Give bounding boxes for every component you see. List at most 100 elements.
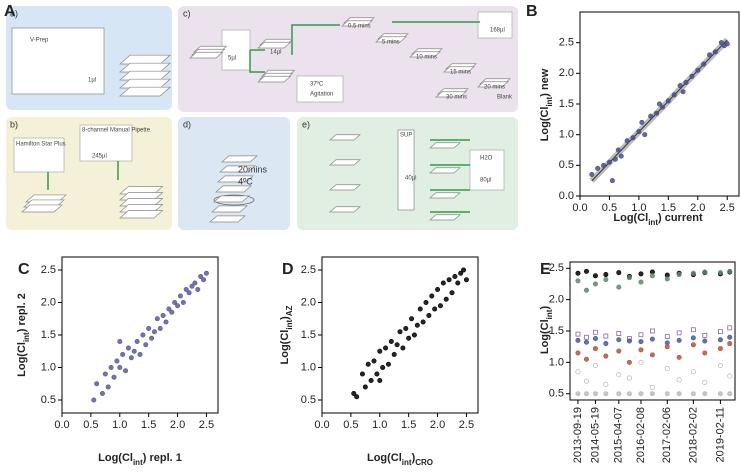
point bbox=[649, 391, 655, 397]
plate bbox=[209, 215, 246, 223]
point bbox=[160, 312, 166, 318]
point bbox=[377, 377, 383, 383]
point bbox=[575, 391, 581, 397]
point bbox=[638, 271, 644, 277]
point bbox=[702, 332, 708, 338]
axis-label: Log(Clint) repl. 1 bbox=[98, 452, 182, 467]
point bbox=[105, 384, 111, 390]
x-tick-label: 0.0 bbox=[572, 202, 587, 214]
box-label: c) bbox=[183, 8, 191, 18]
point bbox=[659, 104, 665, 110]
axis-label: Log(Clint) new bbox=[539, 68, 554, 141]
point bbox=[603, 391, 609, 397]
point bbox=[189, 283, 195, 289]
axis-label-part: Log(Cl bbox=[367, 452, 402, 464]
point bbox=[649, 352, 655, 358]
point bbox=[583, 391, 589, 397]
point bbox=[201, 277, 207, 283]
point bbox=[609, 178, 615, 184]
point bbox=[426, 312, 432, 318]
x-tick-label: 1.0 bbox=[372, 419, 387, 431]
plate bbox=[375, 36, 407, 43]
plate bbox=[429, 192, 461, 199]
point bbox=[664, 276, 670, 282]
diagram-text: Agitation bbox=[310, 92, 333, 98]
point bbox=[131, 348, 137, 354]
axis-label: Log(Clint) bbox=[539, 306, 554, 355]
y-tick-label: 2.0 bbox=[41, 296, 56, 308]
point bbox=[377, 348, 383, 354]
point bbox=[626, 338, 632, 344]
point bbox=[638, 359, 644, 365]
axis-label-part: Log(Cl bbox=[98, 452, 133, 464]
point bbox=[108, 364, 114, 370]
diagram-text: 1µl bbox=[88, 78, 96, 84]
point bbox=[99, 390, 105, 396]
point bbox=[592, 281, 598, 287]
point bbox=[654, 110, 660, 116]
point bbox=[154, 316, 160, 322]
point bbox=[383, 345, 389, 351]
panel-letter: A bbox=[4, 3, 16, 20]
point bbox=[649, 384, 655, 390]
point bbox=[690, 335, 696, 341]
pipette-box bbox=[79, 124, 133, 162]
point bbox=[676, 354, 682, 360]
point bbox=[183, 286, 189, 292]
diagram-text: 37ºC bbox=[310, 81, 324, 88]
point bbox=[362, 384, 368, 390]
point bbox=[192, 280, 198, 286]
point bbox=[626, 375, 632, 381]
y-tick-label: 2.5 bbox=[41, 264, 56, 276]
point bbox=[593, 329, 598, 335]
point bbox=[680, 89, 686, 95]
point bbox=[616, 337, 622, 343]
point bbox=[403, 325, 409, 331]
plot-frame bbox=[321, 256, 479, 414]
point bbox=[406, 335, 412, 341]
axis-label-part: Log(Cl bbox=[539, 107, 551, 142]
hamilton-box bbox=[13, 137, 65, 173]
x-tick-label: 1.0 bbox=[631, 202, 646, 214]
point bbox=[636, 129, 642, 135]
axis-label-part: int bbox=[22, 332, 31, 342]
point bbox=[689, 73, 695, 79]
point bbox=[649, 328, 655, 334]
point bbox=[169, 309, 175, 315]
point bbox=[117, 364, 123, 370]
box-label: a) bbox=[10, 8, 18, 18]
point bbox=[626, 359, 632, 365]
point bbox=[702, 379, 708, 385]
plate bbox=[21, 204, 63, 213]
x-tick-label: 1.5 bbox=[661, 202, 676, 214]
y-tick-label: 0.0 bbox=[559, 190, 574, 202]
point bbox=[166, 306, 172, 312]
point bbox=[727, 391, 733, 397]
axis-label-part: Log(Cl bbox=[16, 342, 28, 377]
point bbox=[707, 52, 713, 58]
point bbox=[724, 41, 730, 47]
point bbox=[575, 278, 581, 284]
point bbox=[712, 49, 718, 55]
y-tick-label: 0.5 bbox=[549, 388, 564, 400]
plate bbox=[211, 205, 248, 213]
point bbox=[656, 101, 662, 107]
diagram-text: 8-channel Manual Pipette bbox=[82, 128, 151, 134]
plate bbox=[219, 165, 256, 173]
point bbox=[432, 306, 438, 312]
plate bbox=[341, 20, 373, 27]
point bbox=[417, 306, 423, 312]
point bbox=[649, 273, 655, 279]
plate bbox=[429, 167, 461, 174]
point bbox=[575, 350, 581, 356]
plate bbox=[257, 75, 292, 83]
point bbox=[664, 334, 670, 340]
point bbox=[461, 267, 467, 273]
y-tick-label: 1.5 bbox=[559, 98, 574, 110]
panel-letter: D bbox=[282, 261, 294, 278]
axis-label-part: ) new bbox=[539, 68, 551, 97]
y-tick-label: 2.0 bbox=[549, 294, 564, 306]
point bbox=[664, 366, 670, 372]
point bbox=[603, 277, 609, 283]
plate bbox=[329, 159, 361, 166]
